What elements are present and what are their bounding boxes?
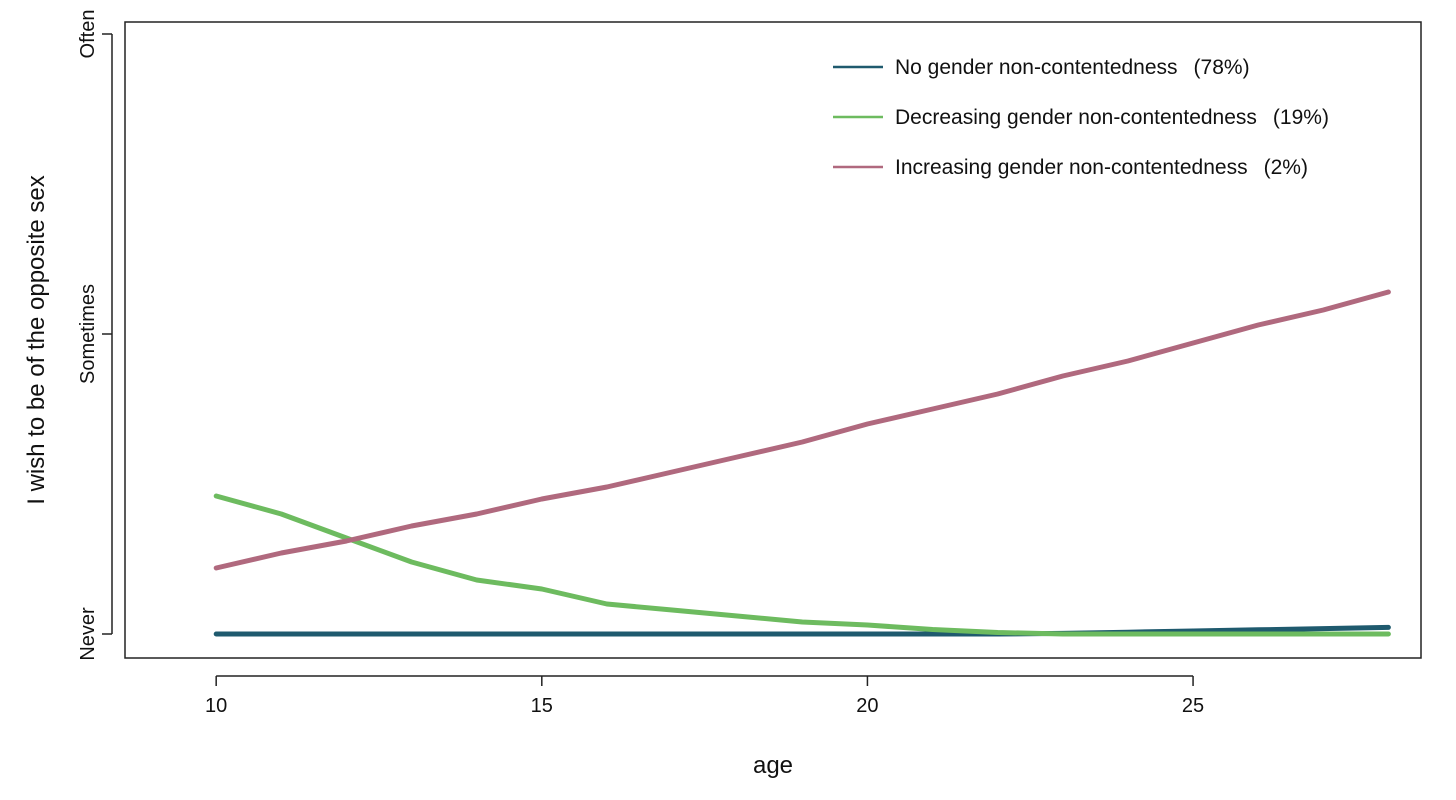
legend-share: (2%) bbox=[1264, 156, 1308, 179]
x-axis-title: age bbox=[753, 752, 793, 779]
legend-share: (78%) bbox=[1194, 56, 1250, 79]
y-tick-label: Sometimes bbox=[77, 284, 99, 384]
plot-frame bbox=[124, 21, 1422, 659]
legend-label: Increasing gender non-contentedness bbox=[895, 156, 1248, 179]
x-axis: 10 15 20 25 bbox=[205, 675, 1204, 717]
y-tick-label: Never bbox=[77, 607, 99, 661]
x-tick-label: 20 bbox=[856, 695, 878, 717]
y-tick-label: Often bbox=[77, 10, 99, 59]
legend-share: (19%) bbox=[1273, 106, 1329, 129]
y-axis-title: I wish to be of the opposite sex bbox=[23, 175, 50, 505]
series-lines bbox=[213, 289, 1391, 637]
x-tick-label: 25 bbox=[1182, 695, 1204, 717]
series-line-2 bbox=[213, 493, 1391, 637]
series-line-1 bbox=[213, 624, 1391, 637]
legend-label: No gender non-contentedness bbox=[895, 56, 1178, 79]
x-tick-label: 10 bbox=[205, 695, 227, 717]
x-tick-label: 15 bbox=[531, 695, 553, 717]
legend-label: Decreasing gender non-contentedness bbox=[895, 106, 1257, 129]
series-line-3 bbox=[213, 289, 1391, 571]
y-axis: Never Sometimes Often bbox=[77, 10, 113, 661]
legend: No gender non-contentedness (78%) Decreasi… bbox=[833, 56, 1329, 179]
